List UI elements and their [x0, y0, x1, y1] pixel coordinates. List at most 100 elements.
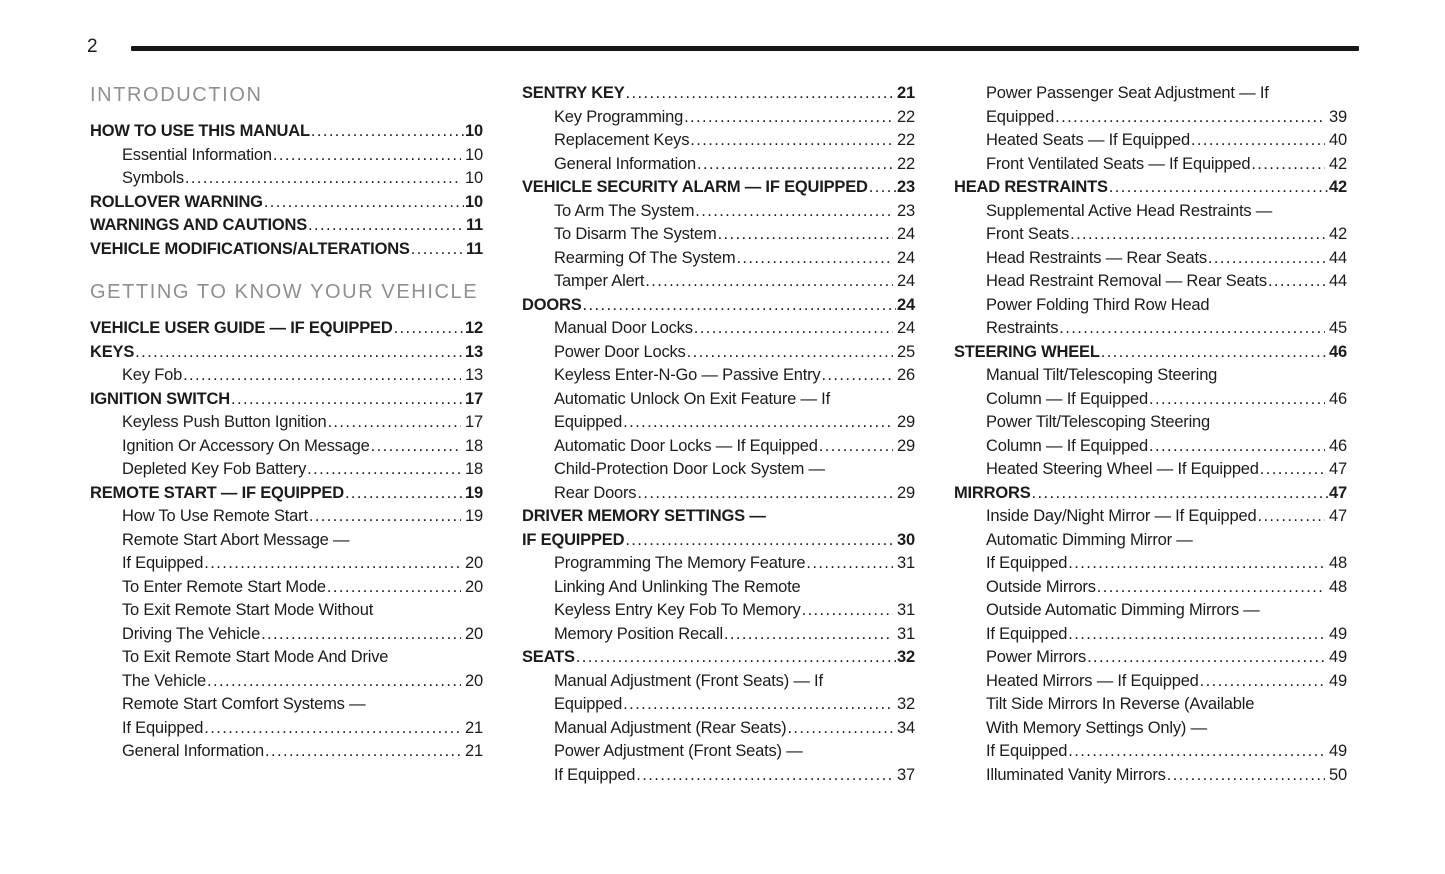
toc-entry: Depleted Key Fob Battery 18 — [90, 458, 483, 482]
toc-dot-leader — [576, 646, 896, 670]
toc-entry: WARNINGS AND CAUTIONS 11 — [90, 214, 483, 238]
toc-entry-line: Manual Tilt/Telescoping Steering — [986, 366, 1218, 384]
toc-entry-last-line: Programming The Memory Feature 31 — [554, 552, 915, 576]
toc-entry-label: Heated Seats — If Equipped — [986, 131, 1190, 149]
toc-entry: Keyless Push Button Ignition 17 — [90, 411, 483, 435]
toc-entry-last-line: HEAD RESTRAINTS 42 — [954, 176, 1347, 200]
toc-entry-last-line: Automatic Door Locks — If Equipped 29 — [554, 435, 915, 459]
toc-page-ref: 19 — [465, 483, 483, 502]
toc-dot-leader — [135, 341, 464, 365]
toc-dot-leader — [307, 458, 461, 482]
toc-entry-label: SEATS — [522, 648, 575, 666]
toc-page-ref: 48 — [1329, 577, 1347, 596]
toc-page-ref: 18 — [465, 460, 483, 478]
toc-column-2: SENTRY KEY21Key Programming22Replacement… — [522, 82, 915, 787]
toc-entry-last-line: If Equipped 21 — [122, 717, 483, 741]
toc-entry-last-line: General Information 22 — [554, 153, 915, 177]
toc-entry-label: IF EQUIPPED — [522, 530, 625, 549]
toc-dot-leader — [1149, 435, 1325, 459]
toc-dot-leader — [626, 82, 897, 106]
toc-dot-leader — [690, 129, 893, 153]
toc-entry-last-line: Key Programming 22 — [554, 106, 915, 130]
toc-dot-leader — [869, 176, 896, 200]
toc-entry-label: Head Restraint Removal — Rear Seats — [986, 272, 1267, 290]
toc-entry: General Information 22 — [522, 153, 915, 177]
toc-entry: Manual Adjustment (Rear Seats) 34 — [522, 717, 915, 741]
toc-entry-line: Manual Adjustment (Front Seats) — If — [554, 671, 823, 690]
toc-page-ref: 32 — [897, 648, 915, 666]
toc-page-ref: 22 — [897, 131, 915, 149]
toc-entry-label: Tamper Alert — [554, 272, 645, 290]
toc-entry-last-line: Rear Doors 29 — [554, 482, 915, 506]
toc-dot-leader — [204, 552, 461, 576]
toc-dot-leader — [1087, 646, 1325, 670]
toc-entry-last-line: If Equipped 37 — [554, 764, 915, 788]
toc-entry: Manual Door Locks 24 — [522, 317, 915, 341]
toc-page-ref: 31 — [897, 624, 915, 643]
toc-entry: VEHICLE USER GUIDE — IF EQUIPPED 12 — [90, 317, 483, 341]
toc-section-heading: GETTING TO KNOW YOUR VEHICLE — [90, 281, 479, 303]
toc-page-ref: 10 — [465, 169, 483, 187]
toc-page-ref: 10 — [465, 122, 483, 140]
toc-entry-line: Linking And Unlinking The Remote — [554, 577, 801, 596]
toc-dot-leader — [1097, 576, 1325, 600]
toc-entry: VEHICLE MODIFICATIONS/ALTERATIONS 11 — [90, 238, 483, 262]
toc-page-ref: 29 — [897, 413, 915, 431]
toc-entry-label: IGNITION SWITCH — [90, 389, 230, 408]
toc-entry: Keyless Enter-N-Go — Passive Entry 26 — [522, 364, 915, 388]
toc-page-ref: 10 — [465, 145, 483, 164]
toc-entry: Head Restraint Removal — Rear Seats 44 — [954, 270, 1347, 294]
toc-page-ref: 47 — [1329, 507, 1347, 525]
toc-page-ref: 24 — [897, 295, 915, 314]
toc-entry: Inside Day/Night Mirror — If Equipped 47 — [954, 505, 1347, 529]
toc-page-ref: 49 — [1329, 624, 1347, 643]
toc-entry-label: Head Restraints — Rear Seats — [986, 248, 1207, 267]
toc-page-ref: 45 — [1329, 319, 1347, 337]
toc-entry-label: Column — If Equipped — [986, 389, 1149, 408]
toc-page-ref: 34 — [897, 718, 915, 737]
toc-dot-leader — [687, 341, 893, 365]
toc-entry-label: VEHICLE MODIFICATIONS/ALTERATIONS — [90, 239, 410, 258]
toc-page-ref: 44 — [1329, 272, 1347, 290]
toc-entry-last-line: Keyless Enter-N-Go — Passive Entry 26 — [554, 364, 915, 388]
toc-entry-last-line: Heated Steering Wheel — If Equipped 47 — [986, 458, 1347, 482]
toc-entry-label: Column — If Equipped — [986, 436, 1149, 455]
toc-entry-last-line: Key Fob 13 — [122, 364, 483, 388]
toc-entry-last-line: Replacement Keys 22 — [554, 129, 915, 153]
toc-dot-leader — [684, 106, 893, 130]
toc-entry-last-line: General Information 21 — [122, 740, 483, 764]
toc-entry-last-line: Depleted Key Fob Battery 18 — [122, 458, 483, 482]
toc-entry-line: Remote Start Abort Message — — [122, 530, 350, 549]
toc-entry-last-line: KEYS 13 — [90, 341, 483, 365]
toc-dot-leader — [697, 153, 893, 177]
toc-entry-line: Power Tilt/Telescoping Steering — [986, 413, 1211, 431]
toc-entry: To Exit Remote Start Mode And Drive The V… — [90, 646, 483, 693]
toc-dot-leader — [183, 364, 461, 388]
toc-entry-last-line: Front Ventilated Seats — If Equipped 42 — [986, 153, 1347, 177]
toc-entry-last-line: To Arm The System 23 — [554, 200, 915, 224]
page-number: 2 — [87, 36, 98, 57]
toc-entry-label: Key Fob — [122, 366, 183, 384]
toc-entry-label: Programming The Memory Feature — [554, 554, 806, 572]
toc-dot-leader — [1268, 270, 1325, 294]
toc-entry-label: VEHICLE SECURITY ALARM — IF EQUIPPED — [522, 178, 868, 196]
toc-entry-last-line: Keyless Push Button Ignition 17 — [122, 411, 483, 435]
toc-entry-last-line: Head Restraints — Rear Seats 44 — [986, 247, 1347, 271]
toc-entry-last-line: If Equipped 48 — [986, 552, 1347, 576]
toc-entry-last-line: Essential Information 10 — [122, 144, 483, 168]
toc-entry-last-line: IGNITION SWITCH 17 — [90, 388, 483, 412]
toc-entry: Power Tilt/Telescoping Steering Column — … — [954, 411, 1347, 458]
toc-entry-last-line: Column — If Equipped 46 — [986, 435, 1347, 459]
toc-entry-label: Front Ventilated Seats — If Equipped — [986, 154, 1251, 173]
toc-page-ref: 24 — [897, 248, 915, 267]
toc-entry-last-line: Manual Door Locks 24 — [554, 317, 915, 341]
toc-entry-label: To Arm The System — [554, 201, 695, 220]
toc-entry: General Information 21 — [90, 740, 483, 764]
toc-entry-line: To Exit Remote Start Mode Without — [122, 601, 374, 619]
toc-entry-last-line: To Disarm The System 24 — [554, 223, 915, 247]
toc-entry-last-line: Symbols 10 — [122, 167, 483, 191]
toc-entry-label: Heated Mirrors — If Equipped — [986, 671, 1199, 690]
toc-entry-last-line: Equipped 39 — [986, 106, 1347, 130]
toc-entry-label: Driving The Vehicle — [122, 624, 261, 643]
